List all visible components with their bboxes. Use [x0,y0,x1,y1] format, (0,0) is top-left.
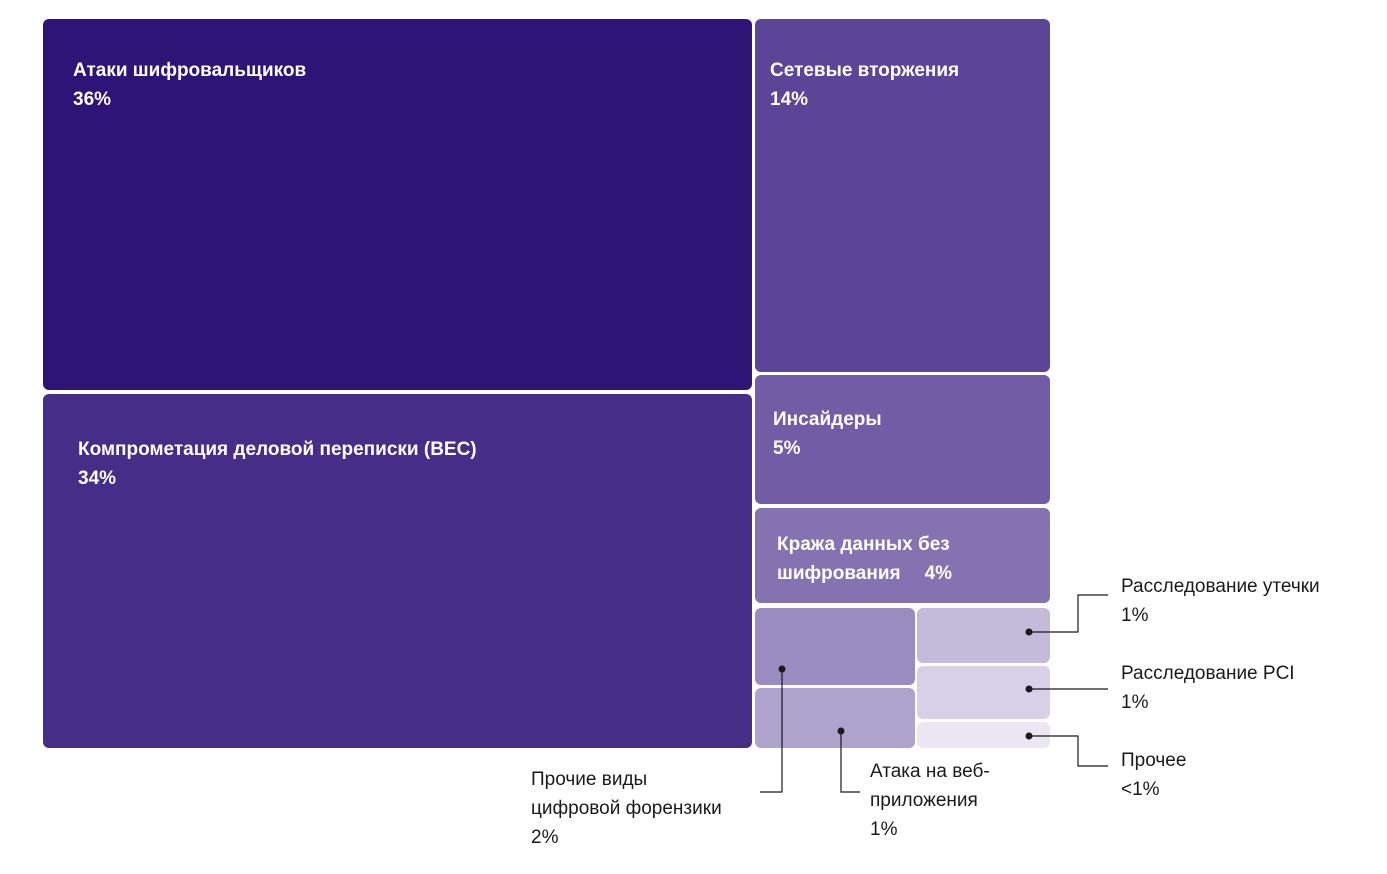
label-data-theft-value: 4% [924,563,953,584]
callout-other-forensics-line2: цифровой форензики [531,798,722,819]
label-bec-name: Компрометация деловой переписки (BEC) [78,439,477,460]
label-data-theft-line1: Кража данных без [777,534,950,555]
label-insiders: Инсайдеры 5% [773,405,882,463]
callout-web-app-value: 1% [870,819,898,840]
callout-pci-value: 1% [1121,692,1149,713]
label-network-intrusions: Сетевые вторжения 14% [770,56,959,114]
callout-pci-name: Расследование PCI [1121,663,1295,684]
callout-leak-value: 1% [1121,605,1149,626]
leader-dot-pci [1025,685,1033,693]
callout-leak-name: Расследование утечки [1121,576,1320,597]
tile-ransomware [43,19,752,390]
leader-dot-other [1025,732,1033,740]
callout-web-app-line2: приложения [870,790,978,811]
leader-dot-leak [1025,628,1033,636]
callout-other: Прочее <1% [1121,746,1186,804]
label-ransomware-value: 36% [73,89,112,110]
label-ransomware: Атаки шифровальщиков 36% [73,56,306,114]
tile-network-intrusions [755,19,1050,372]
label-insiders-name: Инсайдеры [773,409,882,430]
leader-line-web-app [840,731,860,793]
label-network-intrusions-name: Сетевые вторжения [770,60,960,81]
leader-dot-other-forensics [778,665,786,673]
callout-web-app-line1: Атака на веб- [870,761,990,782]
label-data-theft: Кража данных без шифрования 4% [777,530,952,588]
callout-other-name: Прочее [1121,750,1187,771]
label-bec: Компрометация деловой переписки (BEC) 34… [78,435,477,493]
callout-other-forensics-line1: Прочие виды [531,769,648,790]
callout-other-forensics-value: 2% [531,827,559,848]
leader-dot-web-app [837,727,845,735]
callout-web-app-attack: Атака на веб- приложения 1% [870,757,990,844]
label-data-theft-line2: шифрования [777,563,901,584]
leader-line-other [1029,735,1108,767]
tile-leak-investigation [917,608,1050,663]
tile-insiders [755,375,1050,504]
label-ransomware-name: Атаки шифровальщиков [73,60,307,81]
callout-other-forensics: Прочие виды цифровой форензики 2% [531,765,722,852]
tile-pci-investigation [917,666,1050,719]
tile-data-theft [755,508,1050,603]
callout-other-value: <1% [1121,779,1160,800]
leader-line-leak [1029,594,1108,633]
label-network-intrusions-value: 14% [770,89,809,110]
callout-pci-investigation: Расследование PCI 1% [1121,659,1295,717]
label-insiders-value: 5% [773,438,801,459]
label-bec-value: 34% [78,468,117,489]
callout-leak-investigation: Расследование утечки 1% [1121,572,1320,630]
leader-line-other-forensics [760,669,783,793]
tile-bec [43,394,752,748]
